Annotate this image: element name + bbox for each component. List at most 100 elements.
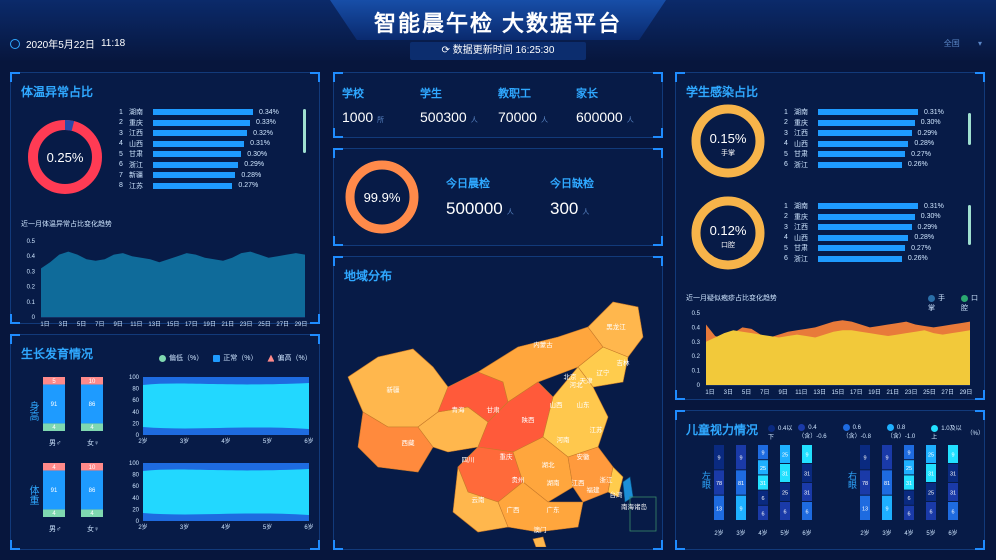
- rank-num: 5: [119, 150, 123, 158]
- growth-bar-label: 91: [51, 402, 58, 408]
- province-label: 山西: [550, 400, 564, 409]
- vision-bar-label: 31: [782, 472, 788, 478]
- vision-bar-label: 6: [929, 510, 932, 516]
- x-tick: 9日: [778, 389, 787, 396]
- age-tick: 5岁: [780, 529, 789, 537]
- x-tick: 15日: [167, 321, 180, 328]
- rank-name: 甘肃: [129, 151, 143, 159]
- vision-bar: [926, 464, 936, 482]
- rank-num: 6: [119, 161, 123, 169]
- vision-bar: [758, 445, 768, 460]
- rank-bar: [153, 130, 248, 137]
- vision-bar: [758, 490, 768, 505]
- y-tick: 100: [129, 375, 140, 381]
- rank-name: 江西: [794, 224, 808, 232]
- update-label: 数据更新时间: [452, 45, 513, 56]
- vision-bar-label: 31: [928, 472, 934, 478]
- student-label: 学生: [420, 88, 442, 100]
- y-tick: 40: [132, 496, 139, 502]
- x-tick: 1日: [40, 321, 49, 328]
- vision-bar: [714, 470, 724, 495]
- rank-num: 5: [784, 150, 788, 158]
- province-label: 天津: [580, 377, 594, 385]
- school-label: 学校: [342, 88, 364, 100]
- province-label: 山东: [577, 400, 591, 409]
- growth-bar-label: 86: [89, 488, 96, 494]
- rank-bar: [153, 161, 239, 168]
- rank-value: 0.28%: [914, 140, 935, 148]
- x-tick: 2岁: [138, 437, 147, 445]
- growth-bar-label: 10: [89, 379, 96, 385]
- rank-value: 0.31%: [924, 202, 944, 210]
- parent-label: 家长: [576, 88, 598, 100]
- update-time: 16:25:30: [515, 45, 555, 56]
- province-label: 江西: [572, 479, 586, 487]
- x-tick: 15日: [832, 389, 845, 396]
- x-tick: 5岁: [263, 437, 272, 445]
- rank-bar: [818, 130, 912, 137]
- mouth-donut: 0.12% 口腔: [691, 196, 765, 270]
- province-label: 云南: [472, 495, 486, 504]
- region-select[interactable]: 全国 ▾: [944, 38, 982, 49]
- infect-title: 学生感染占比: [686, 85, 759, 99]
- vision-bar: [904, 505, 914, 520]
- rank-row: 1 湖南 0.34%: [119, 107, 279, 118]
- rank-bar: [818, 161, 902, 168]
- rank-value: 0.26%: [907, 255, 928, 263]
- rank-value: 0.26%: [907, 161, 928, 169]
- rank-value: 0.34%: [259, 108, 279, 116]
- rank-bar: [818, 109, 918, 116]
- growth-bar: [43, 423, 65, 431]
- rank-num: 1: [784, 108, 788, 116]
- y-tick: 60: [132, 398, 139, 404]
- rank-bar: [818, 119, 915, 126]
- absent-label: 今日缺检: [550, 178, 594, 190]
- check-panel: 99.9% 今日晨检 500000 人 今日缺检 300 人: [333, 148, 663, 246]
- scrollbar[interactable]: [303, 109, 306, 153]
- teacher-value: 70000 人: [498, 109, 548, 125]
- right-eye-label: 右眼: [847, 471, 857, 489]
- province-label: 吉林: [617, 358, 631, 367]
- x-tick: 7日: [760, 389, 769, 396]
- province-label: 黑龙江: [606, 322, 626, 331]
- rank-name: 甘肃: [794, 151, 808, 159]
- rank-num: 6: [784, 161, 788, 169]
- rank-name: 江西: [794, 130, 808, 138]
- province-label: 台湾: [610, 490, 624, 499]
- age-tick: 3岁: [736, 529, 745, 537]
- vision-bar-label: 25: [782, 453, 788, 459]
- rank-value: 0.27%: [911, 244, 931, 252]
- x-tick: 19日: [868, 389, 881, 396]
- scrollbar[interactable]: [968, 205, 971, 245]
- vision-bar: [882, 470, 892, 495]
- y-tick: 0.2: [692, 354, 701, 360]
- rank-row: 5 甘肃 0.27%: [784, 149, 944, 160]
- rank-value: 0.29%: [917, 129, 938, 137]
- temp-title: 体温异常占比: [21, 85, 94, 99]
- rank-row: 5 甘肃 0.27%: [784, 243, 944, 254]
- rank-name: 山西: [129, 140, 143, 148]
- vision-bar-label: 31: [950, 472, 956, 478]
- temp-ranking: 1 湖南 0.34% 2 重庆 0.33% 3 江西 0.32% 4 山西 0.31% 5 甘肃 0.30%…: [119, 107, 279, 191]
- vision-bar-label: 9: [885, 506, 888, 512]
- province-label: 江苏: [590, 425, 604, 434]
- rank-num: 3: [784, 129, 788, 137]
- vision-bar: [780, 502, 790, 520]
- scrollbar[interactable]: [968, 113, 971, 145]
- vision-bar: [780, 464, 790, 482]
- vision-bar: [802, 464, 812, 482]
- x-tick: 3岁: [180, 523, 189, 531]
- rank-row: 2 重庆 0.30%: [784, 118, 944, 129]
- vision-legend: 0.4以下 0.4（含）-0.6 0.6（含）-0.8 0.8（含）-1.0 1…: [768, 423, 984, 441]
- rank-row: 1 湖南 0.31%: [784, 201, 944, 212]
- refresh-icon[interactable]: ⟳: [441, 45, 450, 56]
- vision-bar: [758, 475, 768, 490]
- x-tick: 27日: [276, 321, 289, 328]
- rank-value: 0.27%: [911, 150, 931, 158]
- growth-bar: [81, 384, 103, 424]
- vision-bar: [904, 445, 914, 460]
- rank-row: 4 山西 0.28%: [784, 139, 944, 150]
- province-label: 内蒙古: [533, 340, 553, 349]
- vision-bar-label: 6: [907, 496, 910, 502]
